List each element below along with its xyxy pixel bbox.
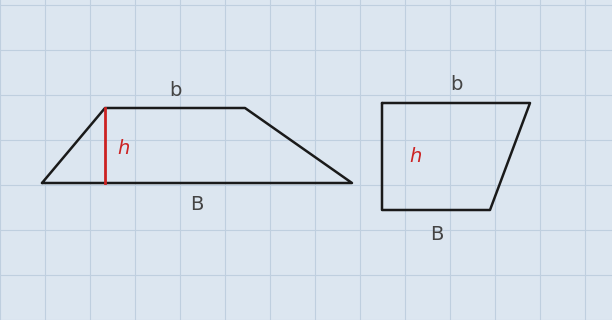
Text: B: B bbox=[190, 196, 204, 214]
Text: b: b bbox=[169, 81, 181, 100]
Text: h: h bbox=[409, 148, 421, 166]
Text: h: h bbox=[117, 139, 129, 157]
Text: b: b bbox=[450, 75, 462, 93]
Text: B: B bbox=[430, 226, 444, 244]
